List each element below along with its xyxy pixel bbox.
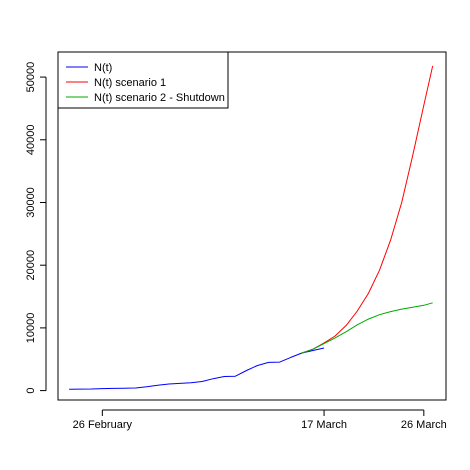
y-tick-label: 20000 (25, 250, 37, 281)
x-tick-label: 26 February (73, 419, 133, 431)
series-line-3 (301, 302, 433, 354)
x-tick-label: 17 March (301, 419, 347, 431)
series-line-1 (69, 347, 325, 390)
legend-label-3: N(t) scenario 2 - Shutdown (94, 92, 225, 104)
y-axis: 0 10000 20000 30000 40000 50000 (25, 62, 47, 394)
y-tick-label: 0 (25, 388, 37, 394)
legend-label-2: N(t) scenario 1 (94, 77, 166, 89)
y-tick-label: 40000 (25, 124, 37, 155)
x-axis: 26 February 17 March 26 March (73, 409, 447, 431)
y-tick-label: 10000 (25, 313, 37, 344)
series-line-2 (301, 65, 434, 354)
legend-label-1: N(t) (94, 62, 112, 74)
plot-frame (57, 51, 447, 401)
legend: N(t) N(t) scenario 1 N(t) scenario 2 - Shu… (57, 51, 229, 109)
x-tick-label: 26 March (401, 419, 447, 431)
y-tick-label: 50000 (25, 62, 37, 93)
series-layer (69, 65, 434, 390)
y-tick-label: 30000 (25, 187, 37, 218)
legend-box (57, 51, 229, 109)
